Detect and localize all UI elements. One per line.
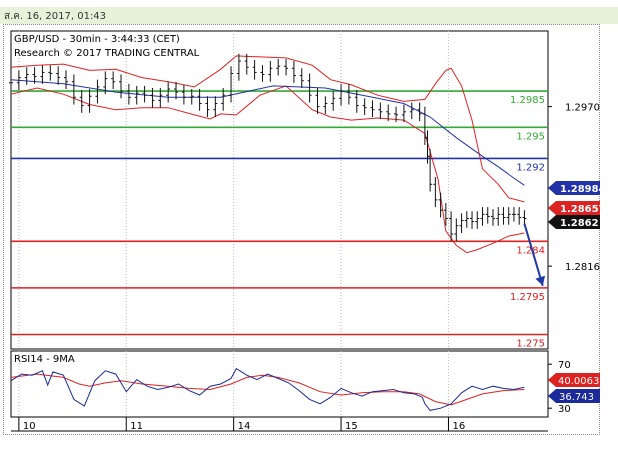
level-label: 1.295 [516,131,545,142]
grid-lines [18,31,449,431]
rsi-ma-marker [548,373,600,387]
price-marker-label: 1.28657 [560,204,606,215]
price-marker-label: 1.2862 [560,218,599,229]
rsi-value: 36.743 [559,392,594,403]
rsi-ma-value: 40.0063 [558,376,599,387]
level-label: 1.275 [516,338,545,349]
forecast-arrow-head [535,275,545,286]
rsi-tick-label: 30 [558,404,571,415]
rsi-line [10,367,525,411]
x-tick-label: 15 [345,421,358,432]
main-plot-border [10,30,549,350]
bollinger-bands [10,55,525,254]
x-tick-label: 10 [23,421,36,432]
level-label: 1.2795 [510,292,545,303]
header-bar [0,7,618,24]
price-axis-label: 1.2816 [565,262,600,273]
chart-frame-lines [10,30,549,432]
price-markers: 1.28984 1.28657 1.2862 [548,181,606,229]
rsi-value-marker [548,389,600,403]
bollinger-lower-line [10,85,525,254]
price-marker-label: 1.28984 [560,184,606,195]
rsi-panel: 70 30 40.0063 36.743 [10,360,600,415]
x-tick-label: 16 [452,421,465,432]
forecast-arrow-line [523,223,544,287]
price-marker [548,215,600,229]
axis-labels: 10 11 14 15 16 1.2970 1.2816 [23,103,600,432]
bollinger-upper-line [10,55,525,203]
rsi-ma-line [10,373,525,406]
x-tick-label: 11 [130,421,143,432]
rsi-label: RSI14 - 9MA [14,354,75,365]
level-label: 1.284 [516,245,545,256]
rsi-tick-label: 70 [558,360,571,371]
x-tick-label: 14 [238,421,251,432]
level-label: 1.292 [516,162,545,173]
rsi-plot-border [10,350,549,418]
moving-average-line [10,79,525,186]
timestamp-label: ส.ค. 16, 2017, 01:43 [4,11,107,22]
price-bars [9,53,545,287]
price-marker [548,201,600,215]
level-label: 1.2985 [510,95,545,106]
chart-frame [3,24,600,435]
support-resistance-levels: 1.2985 1.295 1.292 1.284 1.2795 1.275 [11,90,548,349]
chart-title: GBP/USD - 30min - 3:44:33 (CET) [14,34,180,45]
chart-subtitle: Research © 2017 TRADING CENTRAL [14,48,200,59]
price-axis-label: 1.2970 [565,103,600,114]
price-marker [548,181,600,195]
